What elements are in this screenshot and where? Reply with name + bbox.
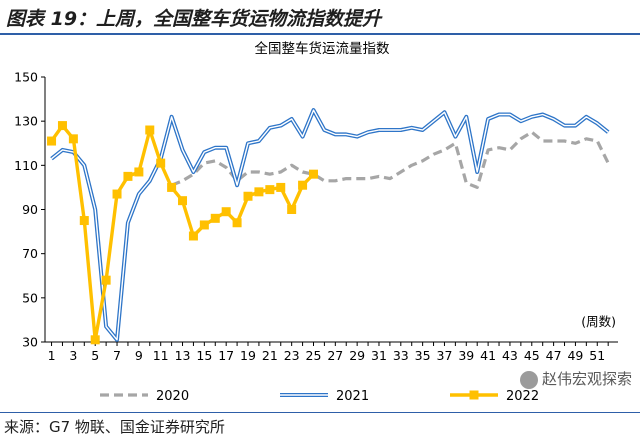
x-tick-label: 19	[240, 348, 256, 363]
data-point-2022	[188, 231, 198, 241]
x-tick-label: 39	[458, 348, 474, 363]
x-tick-label: 15	[196, 348, 212, 363]
x-tick-label: 7	[113, 348, 121, 363]
data-point-2022	[156, 158, 166, 168]
x-tick-label: 37	[437, 348, 453, 363]
y-tick-label: 110	[14, 158, 38, 173]
x-tick-label: 43	[502, 348, 518, 363]
data-point-2022	[210, 213, 220, 223]
x-axis-label: (周数)	[581, 314, 616, 329]
data-point-2022	[287, 205, 297, 214]
x-tick-label: 11	[153, 348, 169, 363]
data-point-2022	[90, 335, 100, 345]
y-tick-label: 50	[22, 290, 38, 305]
chart-title: 全国整车货运流量指数	[255, 40, 390, 57]
x-tick-label: 51	[589, 348, 605, 363]
x-tick-label: 13	[175, 348, 191, 363]
x-tick-label: 25	[306, 348, 322, 363]
data-point-2022	[101, 275, 111, 285]
x-tick-label: 47	[546, 348, 562, 363]
data-point-2022	[134, 167, 144, 177]
figure-title: 图表 19：上周，全国整车货运物流指数提升	[6, 8, 382, 30]
data-point-2022	[68, 134, 78, 144]
y-tick-label: 150	[14, 70, 38, 85]
y-tick-label: 130	[14, 114, 38, 129]
title-rule	[0, 33, 640, 35]
series-layer	[47, 108, 610, 345]
series-line-2022	[50, 123, 315, 342]
x-tick-label: 17	[218, 348, 234, 363]
bottom-rule	[0, 412, 640, 413]
x-tick-label: 31	[371, 348, 387, 363]
data-point-2022	[145, 125, 155, 135]
x-tick-label: 5	[91, 348, 99, 363]
data-point-2022	[47, 136, 57, 146]
x-tick-label: 29	[349, 348, 365, 363]
data-point-2022	[178, 196, 188, 206]
data-point-2022	[57, 121, 67, 131]
source-note: 来源：G7 物联、国金证券研究所	[4, 418, 225, 436]
data-point-2022	[276, 182, 286, 192]
series-line-2021-inner	[51, 109, 609, 341]
data-point-2022	[308, 169, 318, 179]
data-point-2022	[243, 191, 253, 201]
series-line-2020	[171, 130, 610, 189]
legend-label-2021: 2021	[336, 389, 369, 404]
watermark: 赵伟宏观探索	[519, 368, 632, 389]
legend-label-2022: 2022	[506, 389, 539, 404]
x-tick-label: 23	[284, 348, 300, 363]
data-point-2022	[254, 187, 264, 197]
data-point-2022	[221, 207, 231, 217]
y-tick-label: 90	[22, 202, 38, 217]
data-point-2022	[232, 218, 242, 228]
series-line-2021-outline	[50, 108, 610, 342]
wechat-logo-icon	[519, 370, 538, 389]
legend-marker-2022	[469, 390, 479, 400]
x-tick-label: 49	[567, 348, 583, 363]
x-tick-label: 1	[48, 348, 56, 363]
data-point-2022	[79, 216, 89, 226]
x-tick-label: 41	[480, 348, 496, 363]
x-tick-labels: 1 3 5 7 9 11 13 15 17 19 21 23 25 27 29 31 33 35 37 39 41 43 4…	[48, 348, 606, 363]
x-tick-label: 9	[135, 348, 143, 363]
x-tick-label: 33	[393, 348, 409, 363]
y-tick-label: 30	[22, 335, 38, 350]
data-point-2022	[298, 180, 308, 190]
watermark-text: 赵伟宏观探索	[541, 370, 632, 388]
legend-label-2020: 2020	[156, 389, 189, 404]
x-tick-label: 27	[327, 348, 343, 363]
data-point-2022	[265, 185, 275, 195]
data-point-2022	[167, 182, 177, 192]
x-tick-label: 35	[415, 348, 431, 363]
x-tick-label: 45	[524, 348, 540, 363]
x-tick-label: 3	[69, 348, 77, 363]
axes	[41, 76, 618, 346]
legend: 2020 2021 2022	[100, 389, 539, 404]
x-tick-label: 21	[262, 348, 278, 363]
y-tick-labels: 30 50 70 90 110 130 150	[14, 70, 38, 350]
y-tick-label: 70	[22, 246, 38, 261]
data-point-2022	[123, 171, 133, 181]
data-point-2022	[199, 220, 209, 230]
data-point-2022	[112, 189, 122, 199]
